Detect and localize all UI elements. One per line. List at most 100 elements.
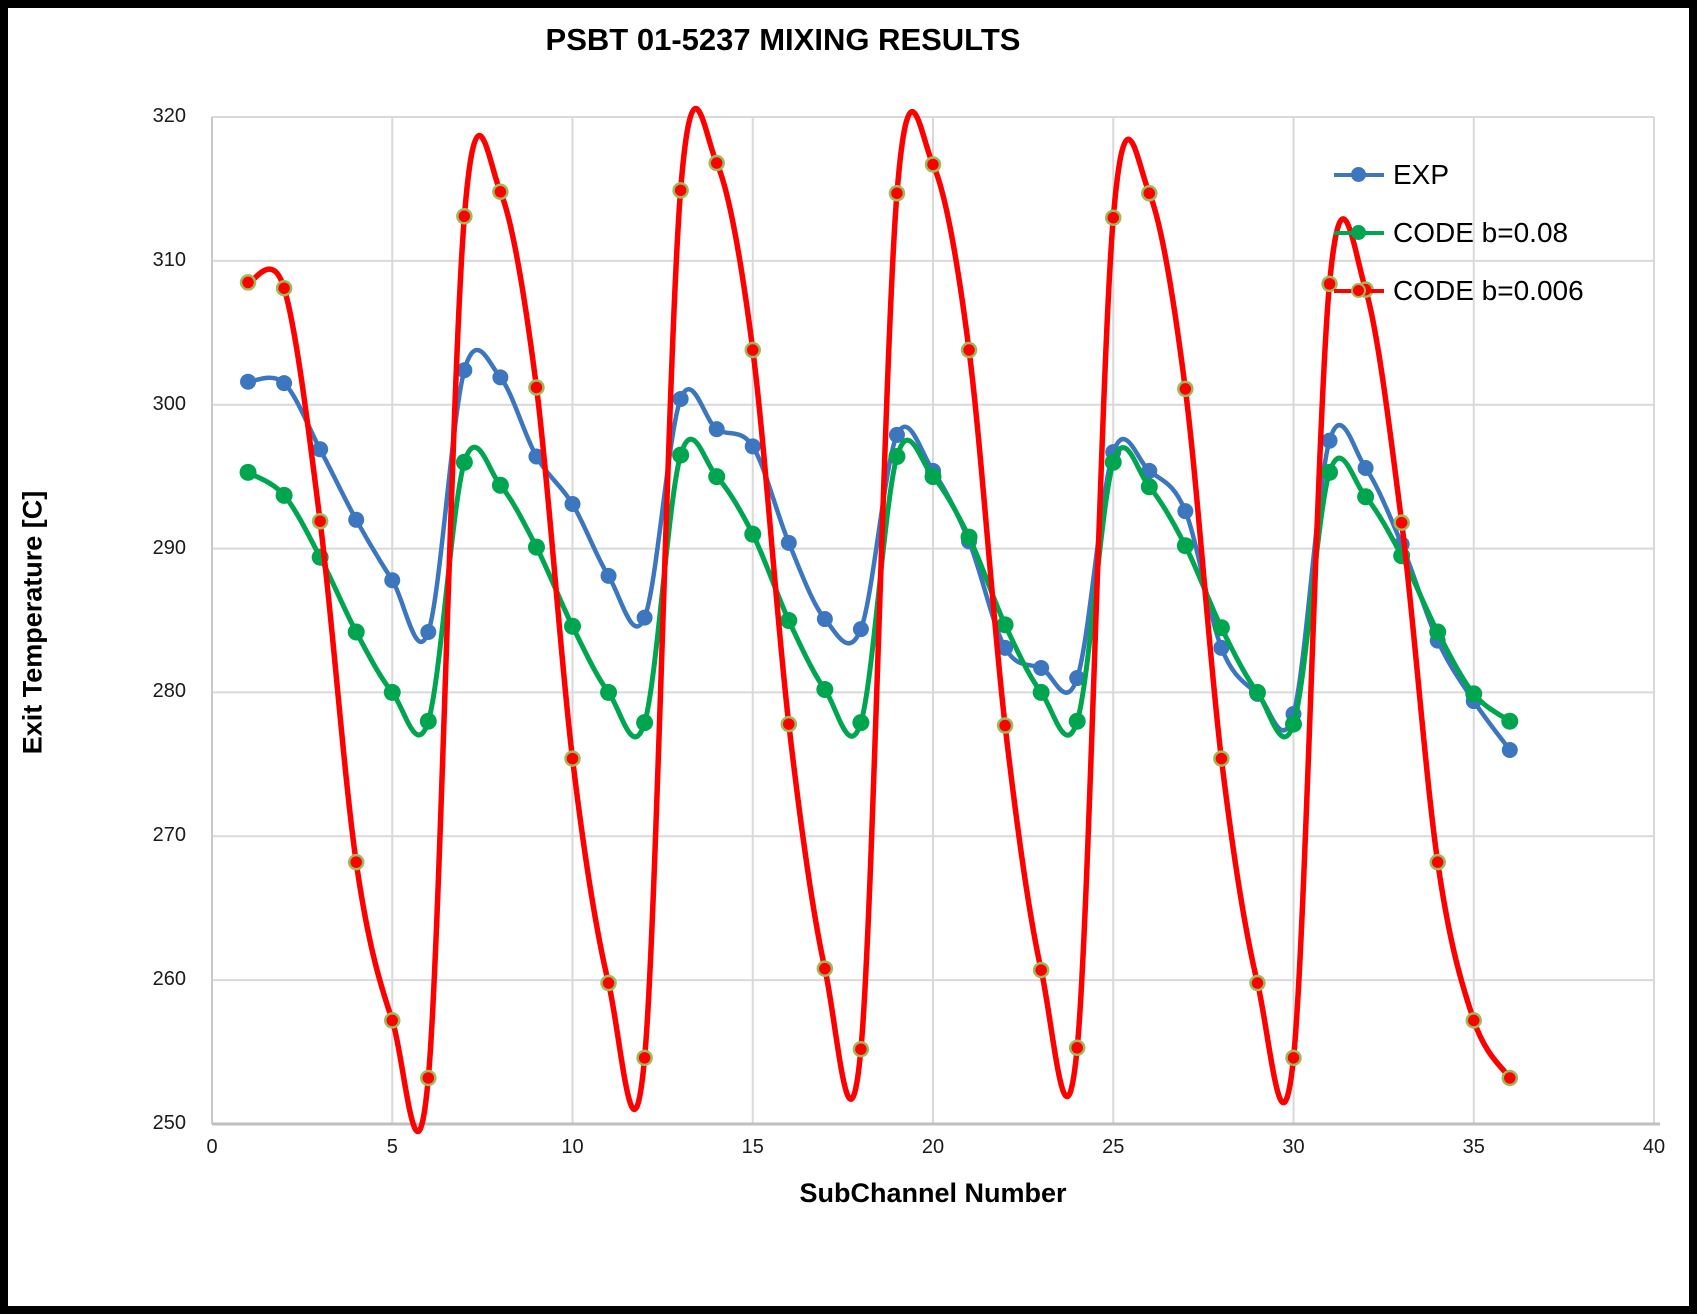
data-point-marker [996,616,1014,634]
chart-title: PSBT 01-5237 MIXING RESULTS [545,22,1021,57]
data-point-marker [1105,209,1122,226]
data-point-marker [1213,639,1230,656]
data-point-marker [744,341,761,359]
data-point-marker [636,1049,653,1067]
data-point-marker [456,208,473,225]
data-point-marker [1068,1039,1086,1057]
data-point-marker [384,1012,401,1029]
data-point-marker [744,438,761,455]
data-point-marker [1032,961,1050,979]
legend-item-exp: EXP [1334,158,1584,190]
data-point-marker [888,426,905,443]
data-point-marker [455,453,473,471]
y-tick-label: 300 [152,392,186,415]
y-tick-label: 270 [152,824,186,847]
data-point-marker [780,534,797,551]
data-point-marker [1068,712,1086,730]
data-point-marker [1321,432,1338,449]
legend-item-code-b0006: CODE b=0.006 [1334,274,1584,306]
data-point-marker [1285,715,1302,733]
data-point-marker [708,468,726,486]
data-point-marker [276,375,293,392]
data-point-marker [1177,503,1194,520]
data-point-marker [672,182,689,199]
data-point-marker [960,528,978,546]
data-point-marker [1393,514,1410,531]
data-point-marker [780,715,798,733]
data-point-marker [564,750,581,767]
y-tick-label: 250 [152,1112,186,1134]
x-tick-label: 10 [561,1136,584,1158]
data-point-marker [816,960,834,977]
legend-line-marker-swatch [1334,166,1384,183]
data-point-marker [491,476,509,494]
data-point-marker [1141,184,1158,202]
data-point-marker [1465,1012,1482,1029]
data-point-marker [492,183,509,201]
legend-line-marker-swatch [1334,282,1384,299]
data-point-marker [420,624,437,641]
data-point-marker [672,446,690,464]
legend-line-marker-swatch [1334,224,1384,241]
data-point-marker [600,974,617,992]
data-point-marker [275,486,293,504]
data-point-marker [852,1040,870,1058]
x-tick-label: 40 [1642,1136,1666,1158]
data-point-marker [347,853,365,871]
data-point-marker [1032,683,1050,701]
x-tick-label: 0 [206,1136,218,1158]
legend: EXP CODE b=0.08 CODE b=0.006 [1334,158,1584,306]
data-point-marker [383,683,401,701]
data-point-marker [852,714,870,732]
x-tick-label: 35 [1462,1136,1485,1158]
data-point-marker [852,621,869,638]
x-axis-title: SubChannel Number [799,1178,1067,1208]
data-point-marker [419,712,437,730]
y-tick-label: 310 [152,248,186,271]
data-point-marker [312,441,329,458]
data-point-marker [1033,659,1050,676]
data-point-marker [960,341,978,359]
data-point-marker [1249,974,1266,992]
data-point-marker [636,714,654,732]
legend-label: CODE b=0.08 [1393,216,1569,248]
data-point-marker [384,572,401,589]
data-point-marker [1501,712,1519,730]
data-point-marker [527,538,545,556]
data-point-marker [1104,453,1122,471]
data-point-marker [1501,1069,1519,1087]
data-point-marker [564,495,581,512]
data-point-marker [744,525,762,543]
data-point-marker [600,683,618,701]
data-point-marker [348,511,365,528]
data-point-marker [1248,683,1266,701]
data-point-marker [924,468,942,486]
data-point-marker [1429,623,1447,641]
data-point-marker [528,379,545,396]
data-point-marker [492,369,509,386]
data-point-marker [1141,462,1158,479]
data-point-marker [816,611,833,628]
y-tick-label: 260 [152,968,186,991]
data-point-marker [275,279,293,297]
data-point-marker [1285,1049,1302,1067]
x-tick-label: 5 [386,1136,398,1158]
x-tick-label: 15 [741,1136,764,1158]
data-point-marker [528,448,545,465]
y-tick-label: 290 [152,536,186,559]
series-line-code-b-0-006 [245,105,1513,1134]
data-point-marker [708,421,725,438]
x-tick-label: 30 [1282,1136,1305,1158]
data-point-marker [997,639,1014,656]
legend-label: CODE b=0.006 [1393,274,1584,306]
data-point-marker [564,617,581,635]
data-point-marker [816,681,834,699]
data-point-marker [239,274,257,291]
legend-label: EXP [1393,158,1450,190]
data-point-marker [456,362,473,379]
x-tick-label: 20 [921,1136,945,1158]
data-point-marker [1213,750,1230,767]
data-point-marker [1321,275,1338,293]
